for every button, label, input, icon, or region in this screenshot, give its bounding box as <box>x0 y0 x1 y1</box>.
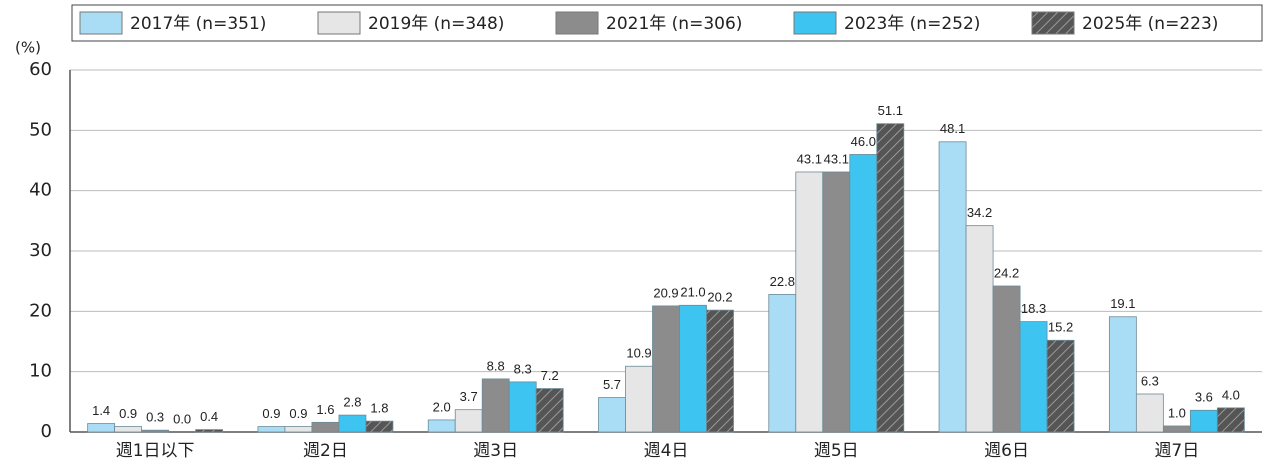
bar <box>311 421 340 433</box>
value-label: 1.8 <box>370 401 388 416</box>
legend-label: 2023年 (n=252) <box>844 14 980 34</box>
bar <box>454 409 483 433</box>
bar <box>938 141 967 433</box>
bar <box>114 426 143 433</box>
bar <box>195 429 224 433</box>
value-label: 1.6 <box>316 402 334 417</box>
bar <box>849 154 878 433</box>
legend-swatch <box>79 11 123 35</box>
bar <box>1162 425 1191 433</box>
legend-swatch <box>1031 11 1075 35</box>
value-label: 3.7 <box>460 389 478 404</box>
bar <box>1189 409 1218 433</box>
value-label: 20.9 <box>653 285 678 300</box>
bar <box>508 381 537 433</box>
x-tick-label: 週4日 <box>644 441 689 461</box>
legend-swatch <box>317 11 361 35</box>
y-axis-label: (%) <box>15 39 41 57</box>
legend-swatch <box>793 11 837 35</box>
y-tick-label: 20 <box>29 300 52 321</box>
y-tick-label: 10 <box>29 361 52 382</box>
x-tick-label: 週5日 <box>814 441 859 461</box>
value-label: 2.8 <box>343 395 361 410</box>
bar <box>679 304 707 433</box>
x-tick-label: 週2日 <box>303 441 348 461</box>
value-label: 0.9 <box>289 406 307 421</box>
value-label: 7.2 <box>541 368 559 383</box>
bar <box>365 420 394 433</box>
bar <box>535 388 564 433</box>
bar <box>1135 393 1164 433</box>
bar <box>481 378 510 433</box>
bar <box>625 365 653 433</box>
value-label: 1.0 <box>1168 405 1186 420</box>
value-label: 4.0 <box>1222 387 1240 402</box>
x-tick-label: 週1日以下 <box>116 441 195 461</box>
bar <box>876 123 905 433</box>
bar <box>87 423 116 433</box>
value-label: 8.8 <box>487 358 505 373</box>
bar <box>795 171 824 433</box>
legend-label: 2019年 (n=348) <box>368 14 504 34</box>
value-label: 0.3 <box>146 410 164 425</box>
bar <box>652 305 680 433</box>
value-label: 22.8 <box>770 274 795 289</box>
value-label: 10.9 <box>626 346 651 361</box>
value-label: 24.2 <box>994 265 1019 280</box>
legend-swatch <box>555 11 599 35</box>
bar <box>965 225 994 433</box>
bar <box>257 426 286 433</box>
bar <box>1046 339 1075 433</box>
bar <box>1108 316 1137 433</box>
x-tick-label: 週3日 <box>473 441 518 461</box>
value-label: 2.0 <box>433 399 451 414</box>
bar <box>768 294 797 433</box>
x-tick-label: 週7日 <box>1154 441 1199 461</box>
value-label: 21.0 <box>680 285 705 300</box>
value-label: 0.9 <box>119 406 137 421</box>
legend-label: 2017年 (n=351) <box>130 14 266 34</box>
legend-label: 2021年 (n=306) <box>606 14 742 34</box>
value-label: 18.3 <box>1021 301 1046 316</box>
bar <box>427 419 456 433</box>
x-tick-label: 週6日 <box>984 441 1029 461</box>
bar <box>992 285 1021 433</box>
bar <box>1019 321 1048 433</box>
bar <box>284 426 313 433</box>
value-label: 34.2 <box>967 205 992 220</box>
value-label: 43.1 <box>824 151 849 166</box>
value-label: 8.3 <box>514 361 532 376</box>
bar <box>141 429 170 433</box>
value-label: 46.0 <box>851 134 876 149</box>
bar <box>338 414 367 433</box>
bar <box>706 309 734 433</box>
value-label: 3.6 <box>1195 390 1213 405</box>
y-tick-label: 0 <box>41 421 52 442</box>
bar <box>822 171 851 433</box>
value-label: 0.0 <box>173 411 191 426</box>
bar <box>1216 407 1245 433</box>
value-label: 1.4 <box>92 403 110 418</box>
y-tick-label: 50 <box>29 119 52 140</box>
legend-label: 2025年 (n=223) <box>1082 14 1218 34</box>
y-tick-label: 30 <box>29 240 52 261</box>
value-label: 15.2 <box>1048 320 1073 335</box>
value-label: 5.7 <box>603 377 621 392</box>
y-tick-label: 60 <box>29 59 52 80</box>
value-label: 0.9 <box>262 406 280 421</box>
bar <box>598 397 626 433</box>
value-label: 48.1 <box>940 121 965 136</box>
value-label: 20.2 <box>707 290 732 305</box>
value-label: 51.1 <box>878 103 903 118</box>
y-tick-label: 40 <box>29 180 52 201</box>
value-label: 0.4 <box>200 409 218 424</box>
value-label: 19.1 <box>1110 296 1135 311</box>
value-label: 6.3 <box>1141 373 1159 388</box>
value-label: 43.1 <box>797 151 822 166</box>
